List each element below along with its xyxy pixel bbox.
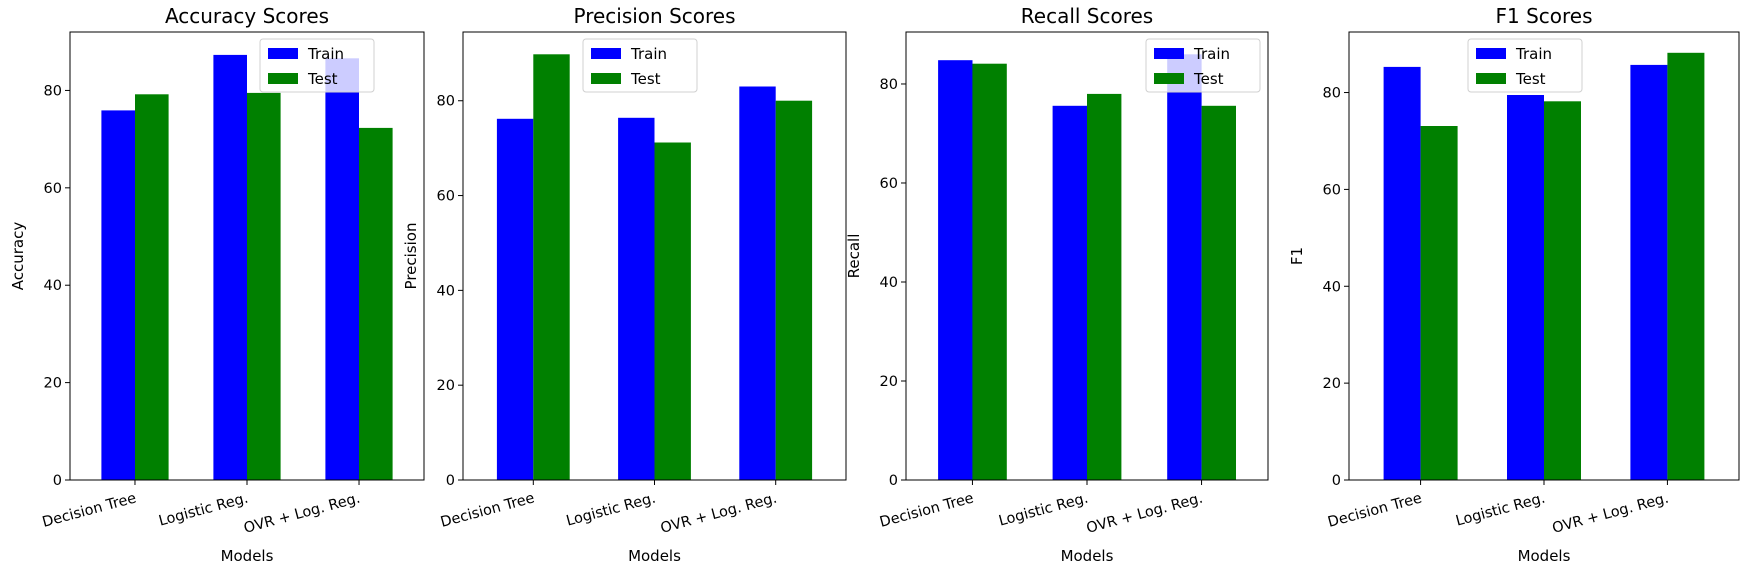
x-tick-label-ovr-log-reg: OVR + Log. Reg. — [659, 490, 779, 536]
legend-label-train: Train — [630, 45, 667, 63]
legend-swatch-test — [1154, 73, 1184, 84]
legend-label-test: Test — [630, 70, 661, 88]
legend-swatch-train — [1154, 48, 1184, 59]
legend-label-test: Test — [1515, 70, 1546, 88]
bar-test-logistic-reg — [247, 92, 281, 481]
y-tick-label: 0 — [446, 473, 455, 489]
x-tick-label-ovr-log-reg: OVR + Log. Reg. — [1551, 490, 1671, 536]
legend-label-train: Train — [1193, 45, 1230, 63]
bar-train-logistic-reg — [1052, 105, 1087, 481]
y-tick-label: 80 — [880, 77, 898, 93]
legend: Train Test — [1467, 38, 1583, 93]
chart-panel-f1: 0 20 40 60 80 Decision Tree Logistic Reg. OVR +… — [1288, 4, 1740, 565]
y-tick-label: 0 — [889, 473, 898, 489]
chart-panel-precision: 0 20 40 60 80 Decision Tree Logistic Reg. OVR +… — [402, 4, 847, 565]
y-tick-label: 60 — [44, 181, 62, 197]
y-tick-label: 20 — [44, 376, 62, 392]
chart-title: Recall Scores — [1021, 4, 1153, 28]
legend: Train Test — [582, 38, 698, 93]
legend-label-train: Train — [1515, 45, 1552, 63]
bar-train-ovr-log-reg — [739, 86, 776, 480]
chart-title: Accuracy Scores — [165, 4, 329, 28]
x-tick-label-decision-tree: Decision Tree — [1326, 490, 1423, 530]
legend-swatch-train — [591, 48, 621, 59]
bar-test-ovr-log-reg — [1201, 105, 1236, 481]
x-tick-label-decision-tree: Decision Tree — [41, 490, 138, 530]
chart-panel-recall: 0 20 40 60 80 Decision Tree Logistic Reg.OVR +… — [845, 4, 1269, 565]
bar-train-decision-tree — [1383, 66, 1421, 481]
y-tick-label: 20 — [880, 374, 898, 390]
y-tick-label: 80 — [44, 83, 62, 99]
chart-panel-accuracy: 0 20 40 60 80 Decision Tree Logistic Reg.OVR +… — [9, 4, 425, 565]
x-tick-label-ovr-log-reg: OVR + Log. Reg. — [242, 490, 362, 536]
y-axis-label: Precision — [402, 223, 420, 290]
legend-label-test: Test — [307, 70, 338, 88]
y-tick-label: 60 — [437, 189, 455, 205]
y-axis-label: Recall — [845, 234, 863, 279]
legend-label-train: Train — [307, 45, 344, 63]
y-axis-label: Accuracy — [9, 222, 27, 291]
bar-test-ovr-log-reg — [1667, 52, 1705, 481]
y-tick-label: 40 — [880, 275, 898, 291]
y-tick-label: 60 — [880, 176, 898, 192]
bar-train-logistic-reg — [213, 54, 247, 481]
bar-train-decision-tree — [101, 110, 135, 481]
legend-label-test: Test — [1193, 70, 1224, 88]
bar-train-ovr-log-reg — [1167, 54, 1202, 481]
y-tick-label: 0 — [1332, 473, 1341, 489]
x-tick-label-logistic-reg: Logistic Reg. — [1454, 490, 1547, 529]
bar-train-logistic-reg — [618, 117, 655, 481]
bar-test-decision-tree — [533, 54, 570, 481]
chart-title: F1 Scores — [1495, 4, 1592, 28]
bar-train-logistic-reg — [1507, 95, 1544, 480]
x-tick-label-logistic-reg: Logistic Reg. — [565, 490, 658, 529]
x-axis-label: Models — [1518, 547, 1571, 565]
bar-test-logistic-reg — [1087, 93, 1122, 481]
bar-train-decision-tree — [938, 60, 973, 480]
bar-test-decision-tree — [972, 63, 1007, 480]
chart-title: Precision Scores — [573, 4, 735, 28]
y-tick-label: 0 — [53, 473, 62, 489]
bar-test-logistic-reg — [654, 142, 691, 480]
legend-swatch-train — [1476, 48, 1506, 59]
y-tick-label: 20 — [437, 378, 455, 394]
x-tick-label-logistic-reg: Logistic Reg. — [157, 490, 250, 529]
legend: Train Test — [1145, 38, 1261, 93]
bar-test-logistic-reg — [1544, 101, 1581, 481]
x-axis-label: Models — [628, 547, 681, 565]
y-tick-label: 20 — [1323, 376, 1341, 392]
x-tick-label-decision-tree: Decision Tree — [878, 490, 975, 530]
bar-test-ovr-log-reg — [359, 127, 393, 481]
y-tick-label: 60 — [1323, 182, 1341, 198]
bar-test-decision-tree — [135, 94, 169, 481]
bar-train-ovr-log-reg — [1630, 64, 1668, 481]
y-tick-label: 40 — [44, 278, 62, 294]
x-tick-label-ovr-log-reg: OVR + Log. Reg. — [1085, 490, 1205, 536]
bar-train-ovr-log-reg — [325, 58, 359, 481]
legend-swatch-test — [591, 73, 621, 84]
y-tick-label: 80 — [437, 94, 455, 110]
x-tick-label-decision-tree: Decision Tree — [439, 490, 536, 530]
legend-swatch-test — [1476, 73, 1506, 84]
x-axis-label: Models — [221, 547, 274, 565]
bar-train-decision-tree — [496, 118, 534, 481]
legend-swatch-test — [268, 73, 298, 84]
bar-test-ovr-log-reg — [775, 100, 813, 480]
bar-test-decision-tree — [1420, 126, 1458, 480]
y-axis-label: F1 — [1288, 247, 1306, 265]
x-axis-label: Models — [1061, 547, 1114, 565]
legend: Train Test — [259, 38, 375, 93]
y-tick-label: 80 — [1323, 86, 1341, 102]
y-tick-label: 40 — [437, 283, 455, 299]
legend-swatch-train — [268, 48, 298, 59]
y-tick-label: 40 — [1323, 279, 1341, 295]
x-tick-label-logistic-reg: Logistic Reg. — [997, 490, 1090, 529]
